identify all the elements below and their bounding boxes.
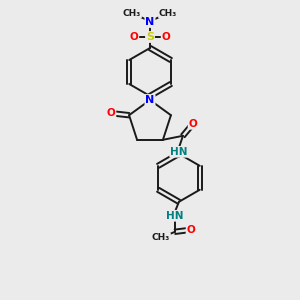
Text: HN: HN (166, 211, 184, 221)
Text: N: N (146, 95, 154, 105)
Text: O: O (162, 32, 170, 42)
Text: N: N (146, 17, 154, 27)
Text: CH₃: CH₃ (152, 233, 170, 242)
Text: O: O (130, 32, 138, 42)
Text: CH₃: CH₃ (159, 8, 177, 17)
Text: CH₃: CH₃ (123, 8, 141, 17)
Text: HN: HN (170, 147, 188, 157)
Text: O: O (189, 119, 197, 129)
Text: S: S (146, 32, 154, 42)
Text: O: O (187, 225, 195, 235)
Text: O: O (107, 108, 116, 118)
